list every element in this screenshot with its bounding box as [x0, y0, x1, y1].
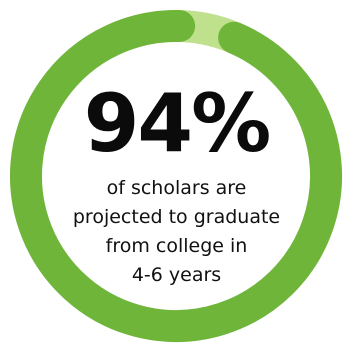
caption-line-4: 4-6 years [131, 264, 222, 286]
caption-line-3: from college in [105, 235, 248, 257]
caption-line-1: of scholars are [106, 177, 247, 199]
percent-value: 94% [83, 77, 271, 170]
caption: of scholars are projected to graduate fr… [0, 174, 353, 290]
caption-line-2: projected to graduate [72, 206, 281, 228]
donut-slice-graduate [10, 10, 342, 342]
